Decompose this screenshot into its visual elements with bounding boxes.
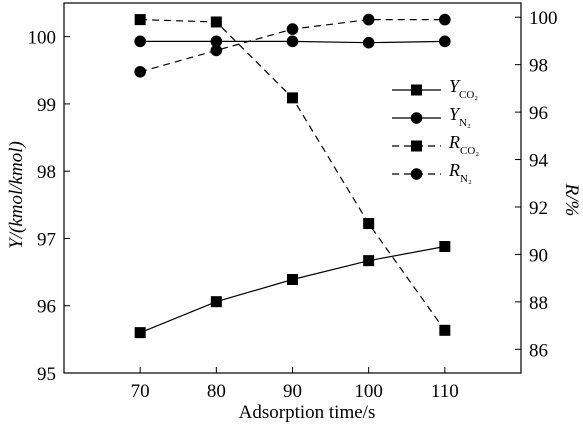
legend-item: YCO₂ (392, 76, 478, 101)
y-right-tick-label: 90 (529, 245, 548, 266)
data-point (362, 36, 375, 49)
y-left-tick-label: 97 (37, 229, 56, 250)
data-point (439, 13, 451, 26)
y-axis-left-title: Y/(kmol/kmol) (6, 141, 27, 249)
y-left-tick-label: 95 (37, 364, 56, 385)
data-point (210, 44, 223, 57)
x-tick-label: 70 (131, 381, 150, 402)
data-point (363, 218, 375, 230)
legend-label: YN₂ (449, 104, 471, 129)
series-line (139, 245, 445, 334)
legend-marker (410, 168, 423, 180)
y-left-tick-label: 98 (37, 162, 56, 183)
legend-label: RN₂ (448, 160, 472, 185)
data-point (210, 16, 222, 28)
data-point (362, 13, 375, 26)
data-point (287, 92, 298, 104)
y-left-tick-label: 96 (37, 297, 56, 318)
x-axis-title: Adsorption time/s (239, 402, 376, 423)
y-right-tick-label: 94 (529, 151, 549, 172)
data-point (439, 35, 451, 48)
legend-label: YCO₂ (449, 76, 478, 101)
axes (63, 2, 522, 374)
plot-frame (63, 2, 522, 374)
x-tick-label: 110 (431, 381, 459, 402)
y-right-tick-label: 88 (529, 293, 548, 314)
legend-item: RCO₂ (392, 132, 479, 157)
legend-item: YN₂ (392, 104, 471, 129)
legend-label: RCO₂ (448, 132, 479, 157)
data-point (363, 255, 375, 267)
data-point (286, 23, 299, 35)
data-point (210, 296, 222, 308)
y-left-tick-label: 99 (37, 95, 56, 116)
data-point (439, 241, 451, 253)
legend-marker (411, 84, 422, 96)
x-tick-label: 90 (283, 381, 302, 402)
data-point (134, 14, 146, 26)
data-point (134, 35, 146, 48)
y-right-tick-label: 96 (529, 103, 548, 124)
legend-marker (411, 140, 422, 152)
data-point (439, 324, 451, 336)
series-r-n2 (134, 13, 451, 78)
y-right-tick-label: 86 (529, 340, 548, 361)
legend: YCO₂ YN₂ RCO₂ RN₂ (392, 76, 479, 185)
y-axis-right-title: R/% (561, 183, 582, 217)
series-y-co2 (134, 241, 451, 339)
x-tick-label: 80 (207, 381, 226, 402)
data-point (134, 65, 146, 78)
y-right-tick-label: 100 (529, 8, 558, 29)
y-right-tick-label: 98 (529, 56, 548, 77)
series-y-n2 (134, 35, 451, 49)
x-tick-label: 100 (354, 381, 383, 402)
series (134, 13, 451, 339)
y-left-tick-label: 100 (28, 28, 57, 49)
legend-marker (410, 112, 423, 124)
y-right-tick-label: 92 (529, 198, 548, 219)
ticks: 70 80 90 100 110 95 96 97 98 99 100 86 88 90 92 94 96 98 1… (28, 8, 558, 402)
data-point (287, 273, 298, 285)
data-point (134, 327, 146, 339)
series-r-co2 (134, 14, 451, 336)
data-point (210, 35, 223, 48)
legend-item: RN₂ (392, 160, 472, 185)
data-point (286, 35, 299, 48)
